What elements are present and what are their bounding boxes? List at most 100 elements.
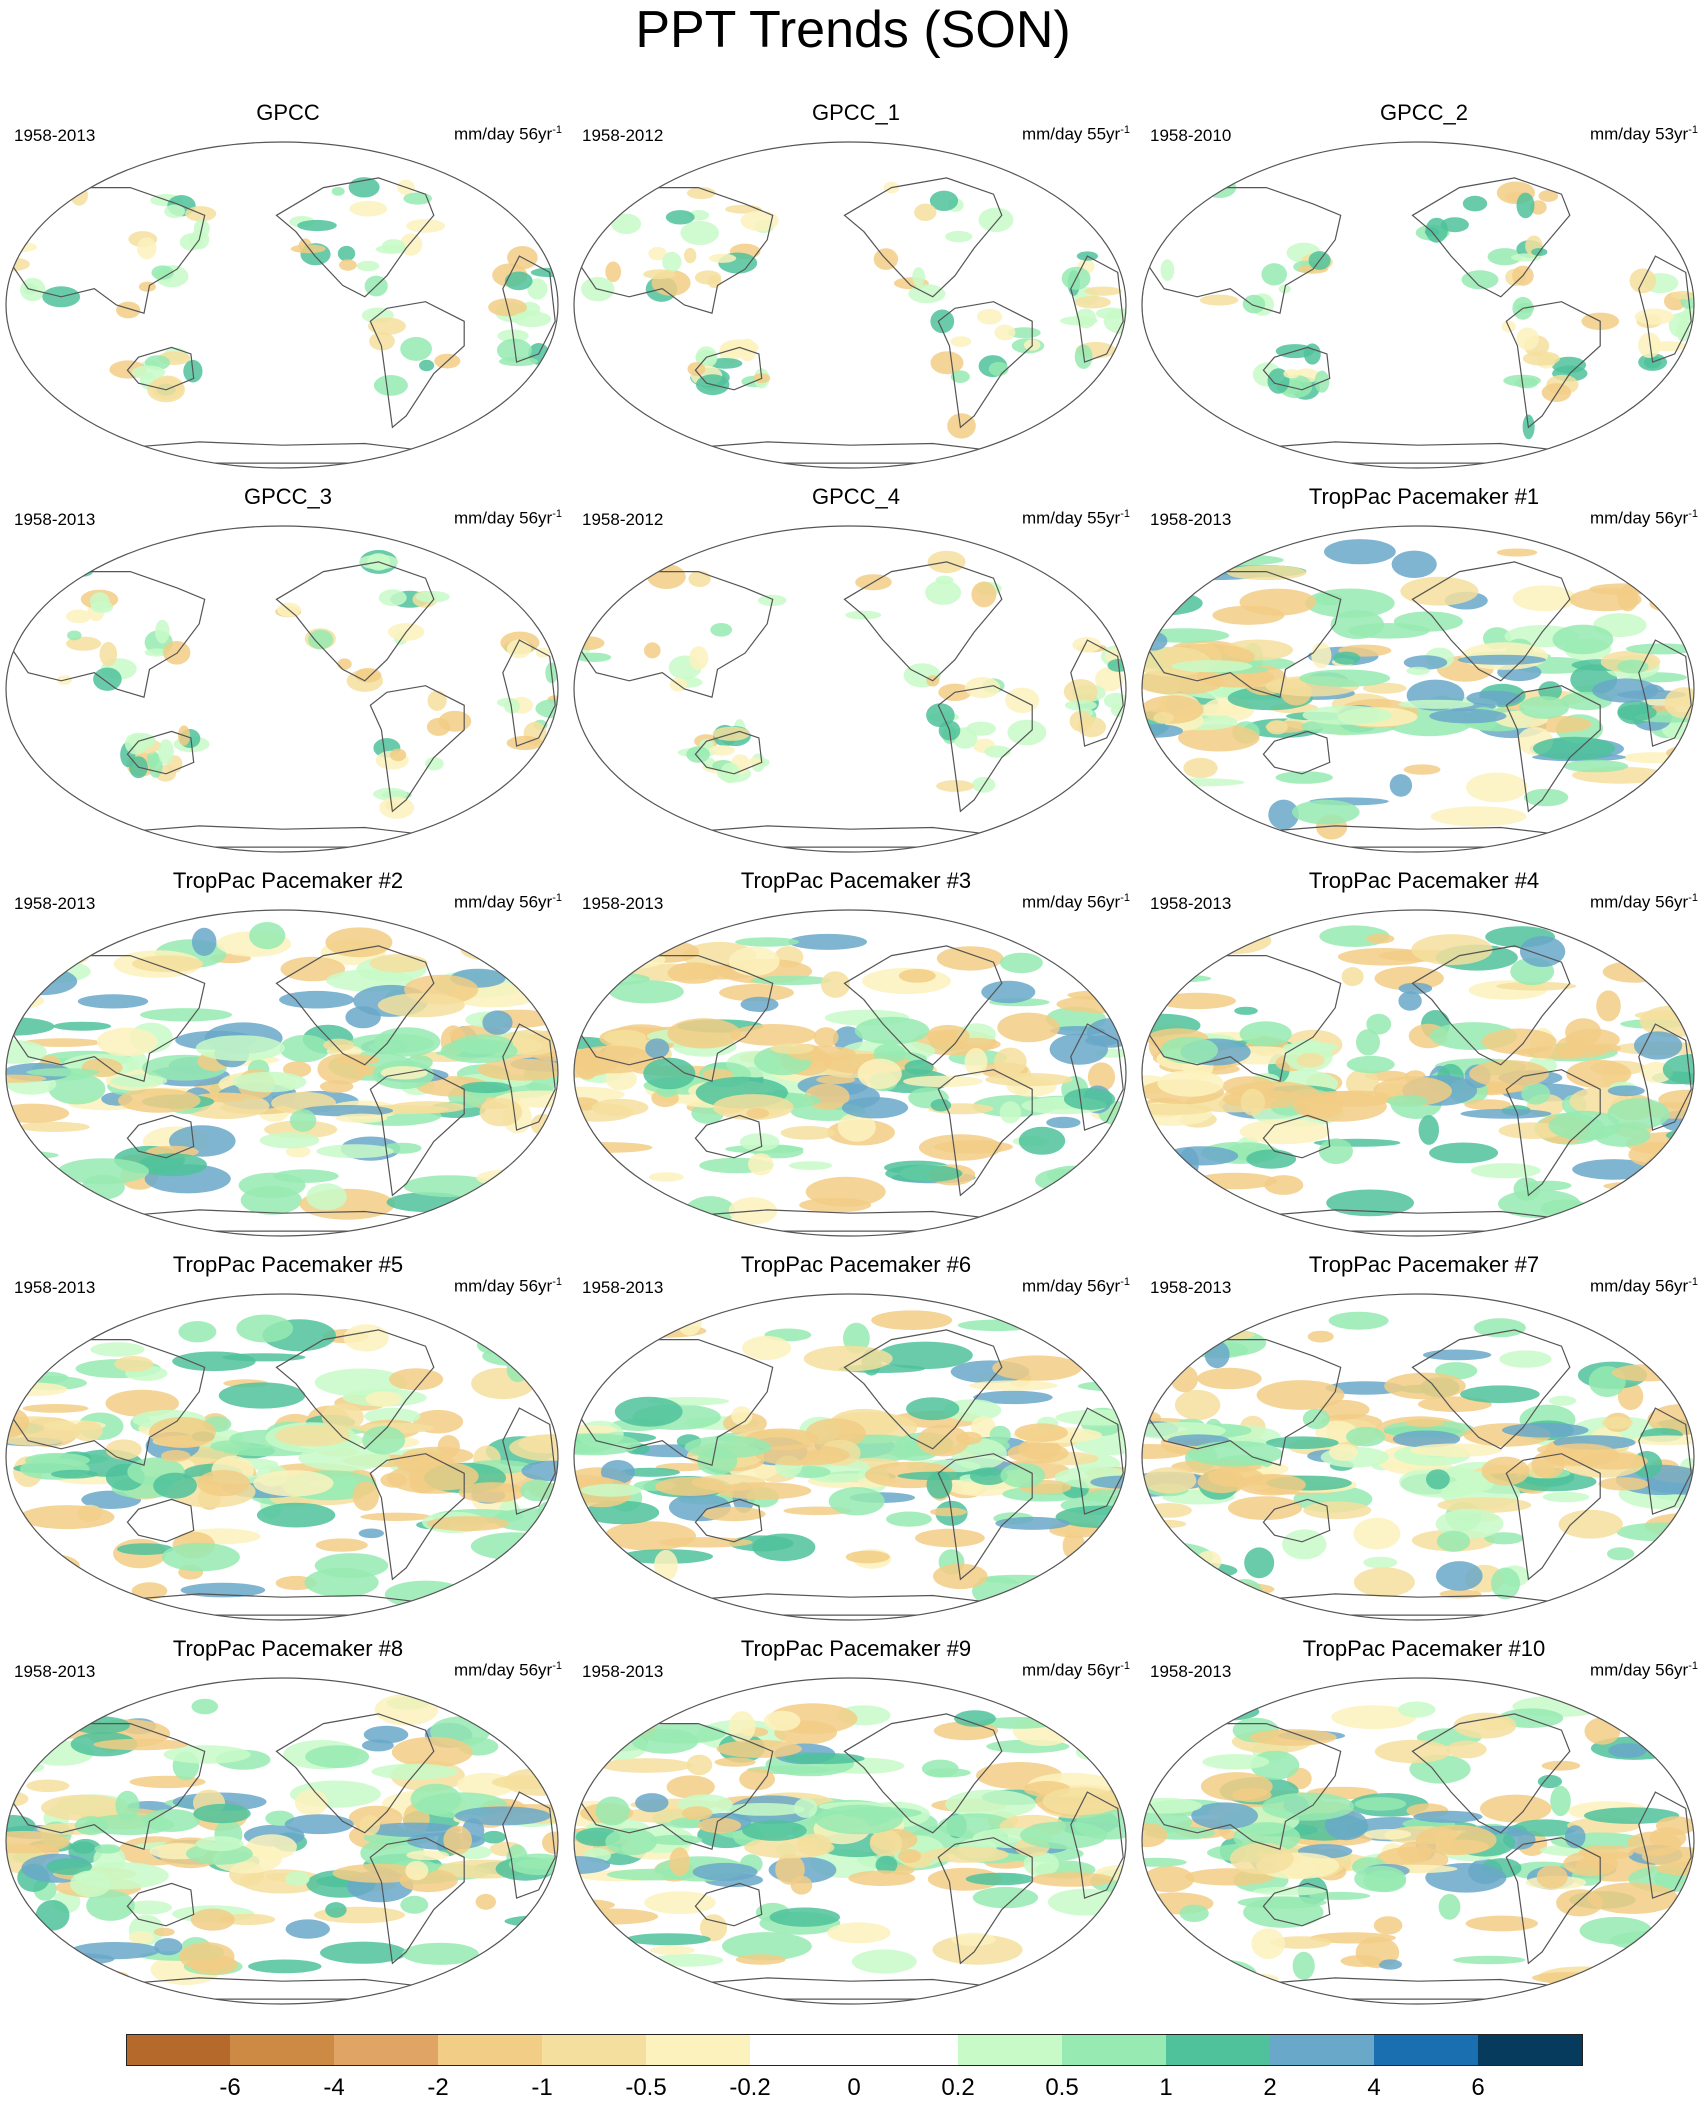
period-exponent: -1 [1120, 1276, 1130, 1288]
coastline [369, 301, 465, 429]
period-label: 56yr [1650, 1276, 1689, 1296]
trend-blob [965, 1872, 1035, 1886]
trend-blob [530, 1114, 556, 1136]
trend-blob [1516, 192, 1535, 219]
trend-blob [542, 1831, 558, 1855]
trend-blob [1354, 1865, 1407, 1892]
trend-blob [354, 668, 382, 683]
trend-blob [805, 1418, 866, 1449]
coastline [694, 1498, 763, 1543]
trend-blob [1398, 991, 1422, 1011]
trend-blob [408, 1462, 479, 1491]
trend-blob [289, 1109, 317, 1132]
trend-blob [6, 1074, 47, 1083]
panel-title: GPCC_4 [811, 484, 901, 509]
trend-blob [305, 1745, 370, 1769]
colorbar-label: 2 [1263, 2074, 1277, 2101]
trend-blob [1499, 1350, 1552, 1368]
coastline [1505, 685, 1601, 813]
trend-blob [356, 260, 380, 272]
trend-blob [1411, 934, 1493, 966]
trend-blob [410, 1783, 462, 1815]
trend-blob [775, 1853, 805, 1885]
trend-blob [316, 1144, 394, 1159]
trend-blob [750, 975, 832, 986]
trend-blob [1302, 1408, 1330, 1429]
coastline [694, 1114, 763, 1159]
trend-blob [520, 1479, 556, 1502]
trend-blob [236, 1314, 294, 1343]
trend-blob [630, 931, 688, 946]
colorbar-label: 0.5 [1045, 2074, 1079, 2101]
trend-blob [155, 619, 170, 644]
trend-blob [1622, 752, 1685, 764]
trend-blob [973, 1390, 1053, 1405]
trend-blob [70, 1870, 112, 1898]
trend-blob [1366, 933, 1395, 944]
map-plot [573, 1677, 1127, 2005]
trend-blob [1328, 1311, 1389, 1330]
trend-blob [1469, 1060, 1549, 1088]
panel-units: mm/day 55yr-1 [1022, 120, 1130, 145]
trend-blob [780, 1126, 835, 1140]
trend-blob [1541, 383, 1572, 402]
trend-blob [405, 1860, 429, 1881]
coastline [275, 1713, 435, 1834]
trend-blob [631, 1728, 699, 1754]
trend-blob [969, 1380, 1058, 1391]
trend-blob [854, 1016, 930, 1045]
panel-title: TropPac Pacemaker #4 [1308, 868, 1540, 893]
map-panel: TropPac Pacemaker #10 1958-2013 mm/day 56y… [1140, 1632, 1706, 2016]
trend-blob [151, 265, 174, 280]
trend-blob [1197, 1367, 1262, 1390]
colorbar-box [542, 2034, 647, 2066]
trend-blob [1050, 941, 1086, 962]
trend-blob [57, 1158, 149, 1185]
trend-blob [1143, 1866, 1194, 1893]
trend-blob [1480, 1794, 1552, 1823]
trend-blob [26, 1779, 70, 1793]
trend-blob [458, 1482, 526, 1503]
map-panel: TropPac Pacemaker #9 1958-2013 mm/day 56yr… [572, 1632, 1140, 2016]
trend-blob [419, 359, 435, 372]
trend-blob [86, 1890, 135, 1921]
trend-blob [26, 1068, 100, 1077]
map-outline [1141, 525, 1695, 853]
trend-field [6, 922, 558, 1232]
colorbar-label: -0.2 [729, 2074, 771, 2101]
trend-blob [1584, 1717, 1621, 1745]
trend-blob [731, 1406, 753, 1426]
trend-blob [197, 1470, 251, 1497]
trend-blob [1266, 720, 1288, 735]
trend-blob [699, 1914, 728, 1942]
trend-blob [72, 1716, 130, 1735]
trend-blob [1415, 1824, 1497, 1856]
map-plot [1141, 141, 1695, 469]
trend-blob [1087, 1175, 1126, 1186]
trend-blob [110, 1074, 168, 1087]
trend-blob [1429, 1142, 1499, 1164]
map-plot [5, 909, 559, 1237]
trend-blob [688, 570, 711, 587]
panel-units: mm/day 56yr-1 [454, 888, 562, 913]
trend-blob [22, 1038, 102, 1047]
trend-blob [218, 1382, 306, 1409]
coastline [126, 1498, 195, 1543]
trend-blob [1199, 294, 1239, 306]
trend-blob [574, 1048, 619, 1078]
trend-blob [599, 1758, 693, 1773]
trend-blob [701, 1506, 766, 1522]
coastline [694, 1882, 763, 1927]
trend-blob [71, 1841, 96, 1854]
colorbar-box [438, 2034, 543, 2066]
trend-blob [580, 1483, 642, 1497]
trend-field [574, 1692, 1126, 2000]
trend-blob [1597, 1696, 1671, 1711]
trend-blob [1195, 1959, 1257, 1990]
trend-blob [294, 1789, 328, 1816]
trend-blob [1007, 719, 1047, 746]
colorbar-label: -0.5 [625, 2074, 667, 2101]
trend-blob [645, 1038, 670, 1059]
trend-blob [1161, 1972, 1186, 1983]
trend-blob [1178, 724, 1260, 752]
